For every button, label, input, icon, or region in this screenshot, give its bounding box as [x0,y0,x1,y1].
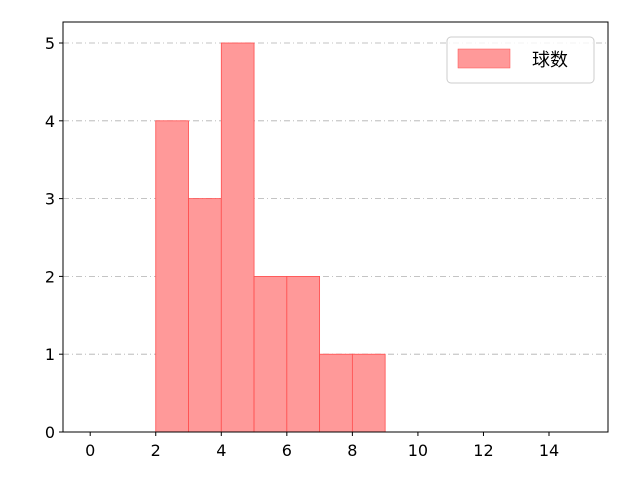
x-tick-label: 14 [539,441,559,460]
x-tick-label: 6 [282,441,292,460]
histogram-bar [286,276,321,433]
x-axis: 0 2 4 6 8 10 12 14 [85,432,559,460]
y-tick-label: 1 [45,345,55,364]
histogram-bar [351,353,386,433]
y-tick-label: 2 [45,267,55,286]
histogram-bar [155,120,189,433]
histogram-bar [188,198,222,433]
histogram-bar [253,276,288,433]
x-tick-label: 4 [216,441,226,460]
grid [63,42,608,355]
x-tick-label: 2 [151,441,161,460]
x-tick-label: 8 [347,441,357,460]
y-tick-label: 5 [45,34,55,53]
y-axis: 0 1 2 3 4 5 [45,34,63,442]
x-tick-label: 12 [473,441,493,460]
legend-swatch [457,48,511,69]
x-tick-label: 0 [85,441,95,460]
x-tick-label: 10 [408,441,428,460]
y-tick-label: 4 [45,112,55,131]
plot-frame [62,21,609,433]
y-tick-label: 0 [45,423,55,442]
y-tick-label: 3 [45,190,55,209]
bars [155,42,386,433]
legend-label: 球数 [532,50,568,71]
histogram-bar [319,353,353,433]
legend: 球数 [446,36,595,84]
histogram-bar [220,42,255,433]
